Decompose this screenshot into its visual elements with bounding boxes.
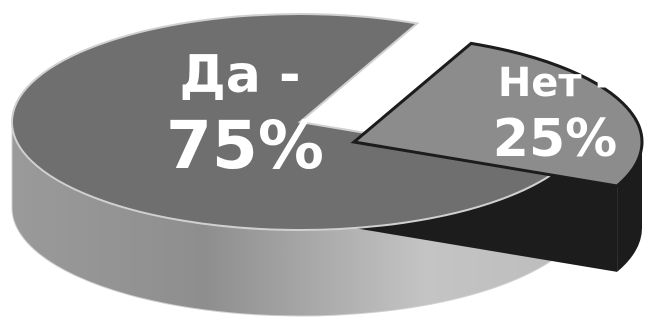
slice-label-no-value: 25%	[493, 109, 617, 169]
slice-label-yes-value: 75%	[166, 107, 324, 184]
slice-no-top	[350, 41, 644, 188]
slice-label-no-name: Нет -	[498, 60, 612, 106]
slice-no-side	[617, 142, 642, 272]
slice-yes-top	[11, 13, 566, 231]
slice-label-yes-name: Да -	[179, 45, 300, 105]
